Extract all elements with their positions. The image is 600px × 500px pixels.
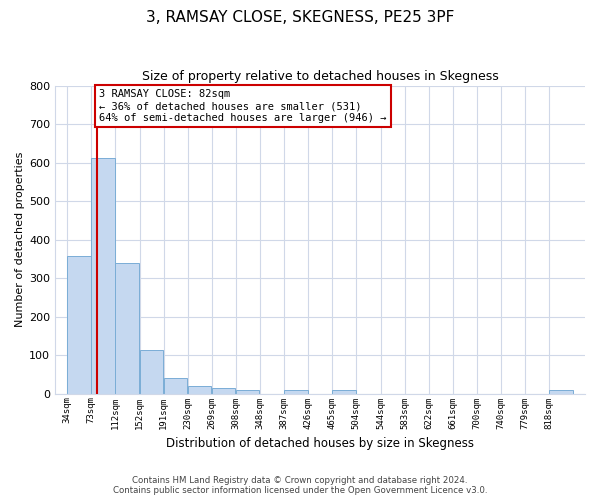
- Y-axis label: Number of detached properties: Number of detached properties: [15, 152, 25, 328]
- Bar: [91, 158, 115, 394]
- Bar: [164, 378, 187, 394]
- Text: 3 RAMSAY CLOSE: 82sqm
← 36% of detached houses are smaller (531)
64% of semi-det: 3 RAMSAY CLOSE: 82sqm ← 36% of detached …: [99, 90, 386, 122]
- Text: 3, RAMSAY CLOSE, SKEGNESS, PE25 3PF: 3, RAMSAY CLOSE, SKEGNESS, PE25 3PF: [146, 10, 454, 25]
- Bar: [284, 390, 308, 394]
- Title: Size of property relative to detached houses in Skegness: Size of property relative to detached ho…: [142, 70, 499, 83]
- Bar: [549, 390, 573, 394]
- Bar: [188, 386, 211, 394]
- Bar: [332, 390, 356, 394]
- Bar: [115, 262, 139, 394]
- Bar: [140, 350, 163, 394]
- Bar: [212, 388, 235, 394]
- X-axis label: Distribution of detached houses by size in Skegness: Distribution of detached houses by size …: [166, 437, 474, 450]
- Bar: [236, 390, 259, 394]
- Bar: [67, 256, 91, 394]
- Text: Contains HM Land Registry data © Crown copyright and database right 2024.
Contai: Contains HM Land Registry data © Crown c…: [113, 476, 487, 495]
